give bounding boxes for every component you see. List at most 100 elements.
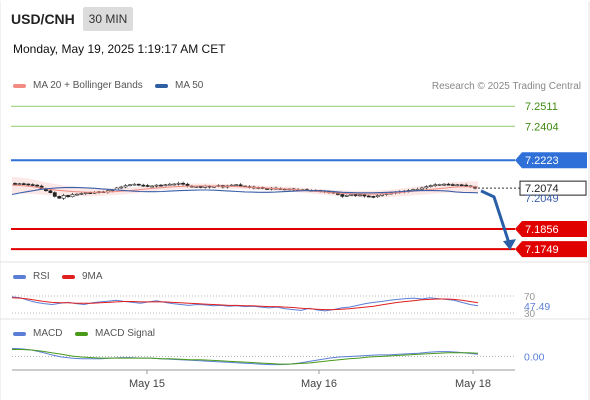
legend-swatch-9ma <box>62 274 75 279</box>
candle <box>48 190 53 193</box>
candle <box>26 183 31 186</box>
datetime-label: Monday, May 19, 2025 1:19:17 AM CET <box>13 42 226 56</box>
legend-macd-signal: MACD Signal <box>75 328 155 339</box>
legend-swatch-macd <box>13 331 26 336</box>
candle <box>66 195 70 198</box>
candle <box>159 184 163 187</box>
legend-swatch-macd-signal <box>75 331 88 336</box>
candle <box>433 184 438 187</box>
level-tag-pivot <box>515 152 587 169</box>
projection-arrow <box>480 189 511 244</box>
timeframe-button[interactable]: 30 MIN <box>83 7 133 31</box>
rsi-line <box>11 296 479 312</box>
candle <box>265 188 270 190</box>
candle <box>464 184 469 187</box>
legend-label-macd: MACD <box>33 328 63 339</box>
candle <box>154 184 159 187</box>
legend-ma50: MA 50 <box>155 80 203 91</box>
candle <box>349 194 354 196</box>
candle <box>167 183 172 186</box>
candle <box>17 183 22 185</box>
candle <box>163 184 168 187</box>
candle <box>52 192 57 197</box>
legend-label-rsi: RSI <box>33 271 50 282</box>
credit-text: Research © 2025 Trading Central <box>431 81 581 92</box>
candle <box>194 186 199 188</box>
candle <box>132 183 137 186</box>
level-label-resistance: 7.2511 <box>525 101 558 113</box>
candle <box>61 195 66 199</box>
candle <box>366 195 371 198</box>
legend-swatch-rsi <box>13 274 26 279</box>
candle <box>75 193 79 196</box>
candle <box>424 186 429 189</box>
candle <box>35 184 40 187</box>
legend-ma20-bollinger: MA 20 + Bollinger Bands <box>13 80 143 91</box>
legend-swatch-ma50 <box>155 83 168 88</box>
candle <box>362 194 367 197</box>
candle <box>128 184 132 187</box>
candle <box>344 194 349 197</box>
legend-label-ma20: MA 20 + Bollinger Bands <box>33 80 143 91</box>
legend-macd: MACD <box>13 328 62 339</box>
level-label-pivot: 7.2223 <box>525 155 559 167</box>
candle <box>145 185 150 187</box>
level-tag-support <box>515 241 587 258</box>
candle <box>459 184 464 187</box>
ma50-value-label: 7.2049 <box>525 193 559 205</box>
candle <box>353 194 358 196</box>
candle <box>181 182 185 185</box>
candle <box>136 183 141 186</box>
candle <box>172 183 177 186</box>
candle <box>375 195 380 198</box>
ma50-line <box>11 186 479 196</box>
candle <box>141 184 146 187</box>
candle <box>428 185 433 187</box>
rsi-tick-label: 30 <box>524 309 536 320</box>
candle <box>437 184 442 186</box>
macd-signal-line <box>12 349 479 365</box>
candle <box>371 196 376 198</box>
candle <box>79 193 84 195</box>
candle <box>13 183 17 185</box>
rsi-last-label: 47.49 <box>524 301 550 313</box>
candle <box>176 182 181 185</box>
legend-rsi-9ma: 9MA <box>62 271 103 282</box>
candle <box>420 187 424 190</box>
candle <box>57 196 62 199</box>
candle <box>123 185 128 188</box>
last-price-tag <box>519 180 587 196</box>
x-tick-label: May 15 <box>129 378 165 390</box>
symbol-title: USD/CNH <box>11 11 75 27</box>
x-tick-label: May 18 <box>455 378 491 390</box>
projection-arrowhead <box>503 239 516 251</box>
level-tag-support <box>515 221 587 237</box>
candle <box>415 188 420 191</box>
candle <box>340 194 345 197</box>
candle <box>234 184 239 187</box>
candle <box>198 186 203 188</box>
candle <box>21 183 26 185</box>
level-label-support: 7.1749 <box>525 244 559 256</box>
last-price-label: 7.2074 <box>525 183 559 195</box>
chart-header: USD/CNH 30 MIN Monday, May 19, 2025 1:19… <box>0 0 590 70</box>
legend-rsi: RSI <box>13 271 50 282</box>
candle <box>358 194 362 197</box>
rsi-9ma-line <box>11 297 479 311</box>
candle <box>238 184 243 187</box>
legend-label-macd-signal: MACD Signal <box>95 328 156 339</box>
candle <box>450 184 455 186</box>
ma20-line <box>11 184 479 195</box>
candle <box>119 186 124 189</box>
candle <box>30 184 35 186</box>
candle <box>70 194 75 198</box>
legend-label-ma50: MA 50 <box>175 80 204 91</box>
macd-tick-label: 0.00 <box>524 352 545 364</box>
legend-swatch-ma20 <box>13 83 26 88</box>
legend-label-9ma: 9MA <box>82 271 103 282</box>
candle <box>150 185 155 188</box>
candle <box>455 184 460 187</box>
rsi-tick-label: 70 <box>524 292 536 303</box>
macd-line <box>11 347 479 366</box>
